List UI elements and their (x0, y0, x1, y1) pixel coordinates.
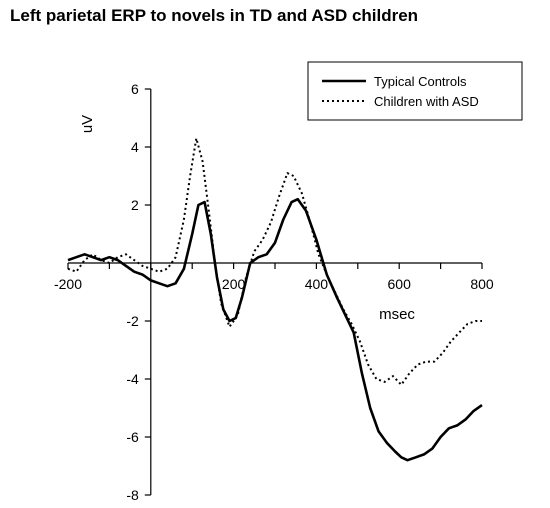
y-tick-label: 6 (131, 81, 139, 97)
y-tick-label: -8 (126, 487, 139, 503)
y-tick-label: 4 (131, 139, 139, 155)
legend: Typical Controls Children with ASD (307, 61, 523, 121)
legend-label-2: Children with ASD (374, 94, 479, 109)
x-tick-label: -200 (54, 276, 82, 292)
y-tick-label: -2 (126, 313, 139, 329)
legend-label-1: Typical Controls (374, 74, 467, 89)
y-tick-label: 2 (131, 197, 139, 213)
x-tick-label: 600 (388, 276, 412, 292)
x-tick-label: 800 (470, 276, 494, 292)
series-line-1 (67, 197, 483, 462)
axes: 6 4 2 -2 -4 -6 -8 -200 200 400 600 800 uV msec (54, 81, 494, 503)
y-tick-label: -6 (126, 429, 139, 445)
y-axis-title: uV (79, 115, 96, 133)
x-tick-label: 400 (305, 276, 329, 292)
x-tick-label: 200 (222, 276, 246, 292)
series-group (67, 137, 483, 462)
x-axis-title: msec (379, 306, 415, 323)
y-tick-label: -4 (126, 371, 139, 387)
chart-title: Left parietal ERP to novels in TD and AS… (10, 6, 419, 25)
legend-box (307, 61, 523, 121)
series-line-2 (67, 137, 482, 386)
